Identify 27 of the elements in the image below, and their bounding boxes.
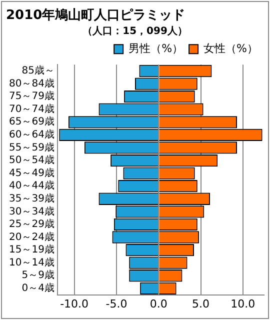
chart-subtitle: （人口：15，099人） — [82, 25, 188, 38]
y-tick-label: 70～74歳 — [8, 102, 54, 115]
y-tick-label: 10～14歳 — [8, 256, 54, 268]
y-tick-label: 50～54歳 — [8, 154, 54, 166]
y-tick-label: 60～64歳 — [8, 128, 54, 141]
y-tick-label: 15～19歳 — [8, 244, 54, 256]
y-tick-label: 30～34歳 — [8, 205, 54, 218]
y-tick-label: 75～79歳 — [8, 90, 54, 102]
x-tick-label: 5.0 — [192, 297, 210, 310]
y-tick-label: 45～49歳 — [8, 166, 54, 179]
y-tick-label: 65～69歳 — [8, 116, 54, 128]
y-tick-label: 80～84歳 — [8, 77, 54, 90]
x-tick-label: 0.0 — [150, 297, 168, 310]
y-tick-label: 20～24歳 — [8, 230, 54, 243]
chart-title: 2010年鳩山町人口ピラミッド — [6, 8, 186, 24]
y-tick-label: 40～44歳 — [8, 180, 54, 192]
y-tick-label: 5～9歳 — [22, 269, 54, 282]
y-tick-label: 55～59歳 — [8, 141, 54, 154]
x-tick-label: -5.0 — [106, 297, 128, 310]
y-tick-label: 85歳～ — [22, 64, 54, 77]
legend-label: 女性（%） — [204, 42, 258, 55]
y-tick-label: 0～4歳 — [22, 282, 54, 294]
x-tick-label: -10.0 — [60, 297, 89, 310]
y-tick-label: 25～29歳 — [8, 218, 54, 230]
x-tick-label: 10.0 — [230, 297, 256, 310]
y-tick-label: 35～39歳 — [8, 192, 54, 204]
legend-label: 男性（%） — [128, 42, 184, 55]
